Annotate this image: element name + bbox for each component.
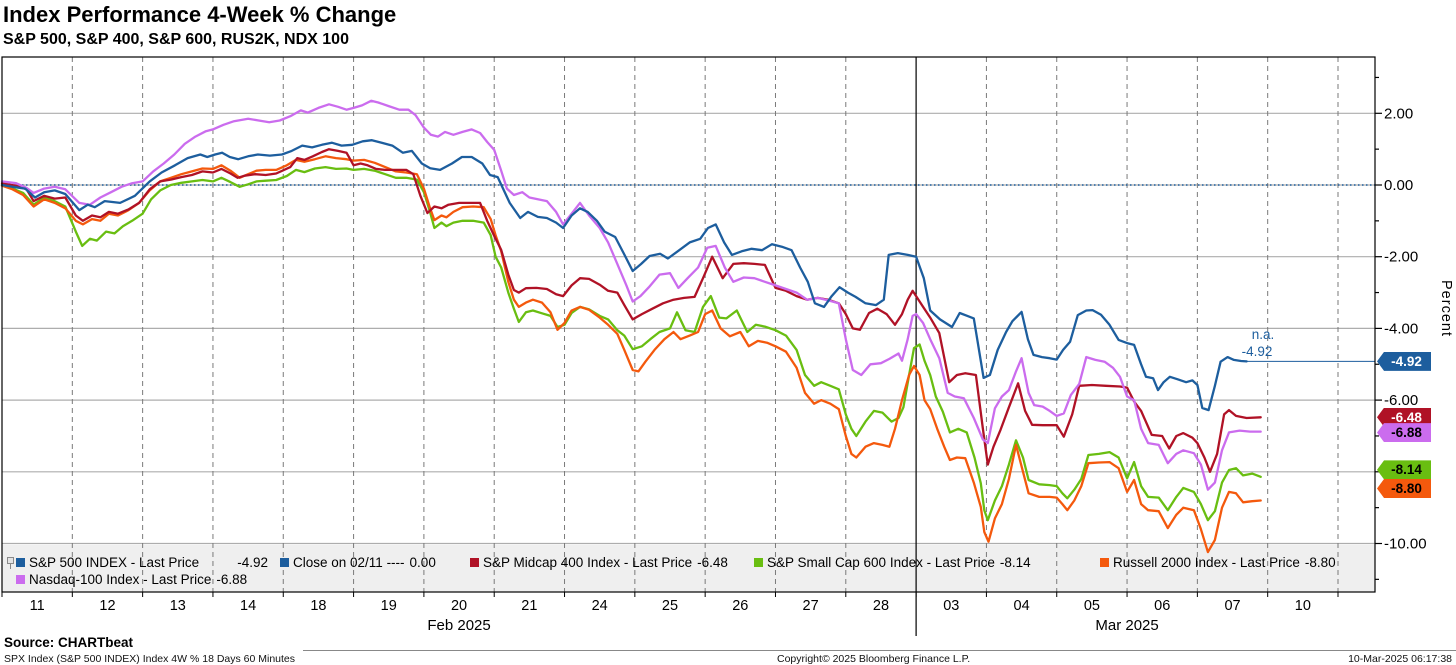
badge-value: -6.48 <box>1391 409 1422 425</box>
footer-divider <box>303 650 1456 651</box>
legend-label: Russell 2000 Index - Last Price <box>1113 555 1300 570</box>
x-tick-label: 26 <box>732 598 748 614</box>
plot-frame <box>1 56 1376 593</box>
legend-swatch <box>16 558 25 567</box>
last-price-badge--8.14: -8.14 <box>1377 460 1431 480</box>
x-tick-label: 20 <box>451 598 467 614</box>
legend-label: S&P Midcap 400 Index - Last Price <box>483 555 693 570</box>
legend-value: -6.48 <box>697 555 728 570</box>
last-price-badge--6.48: -6.48 <box>1377 407 1431 427</box>
series-line-s-p-500-index <box>0 139 1248 412</box>
series-line-s-p-midcap-400-index <box>0 148 1262 473</box>
legend-item-5[interactable]: Nasdaq-100 Index - Last Price -6.88 <box>16 572 247 587</box>
x-tick-label: 27 <box>803 598 819 614</box>
legend-label: S&P 500 INDEX - Last Price <box>29 555 200 570</box>
legend-item-3[interactable]: S&P Small Cap 600 Index - Last Price -8.1… <box>754 555 1031 570</box>
series-line-russell-2000-index <box>0 155 1262 554</box>
x-tick-label: 04 <box>1014 598 1030 614</box>
x-tick-label: 13 <box>170 598 186 614</box>
legend-value: 0.00 <box>409 555 436 570</box>
y-tick-label: 2.00 <box>1384 105 1413 122</box>
x-tick-label: 25 <box>662 598 678 614</box>
x-tick-label: 03 <box>943 598 959 614</box>
legend-label: Close on 02/11 ---- <box>293 555 405 570</box>
y-tick-label: -2.00 <box>1384 249 1418 266</box>
footer-timestamp: 10-Mar-2025 06:17:38 <box>1348 653 1452 665</box>
y-tick-label: -4.00 <box>1384 320 1418 337</box>
legend-item-1[interactable]: Close on 02/11 ---- 0.00 <box>280 555 436 570</box>
y-axis-label: Percent <box>1438 280 1454 337</box>
x-tick-label: 05 <box>1084 598 1100 614</box>
legend-value: -4.92 <box>237 555 268 570</box>
badge-value: -4.92 <box>1391 353 1422 369</box>
legend-swatch <box>470 558 479 567</box>
source-line: Source: CHARTbeat <box>4 635 134 650</box>
legend-swatch <box>16 575 25 584</box>
page-title: Index Performance 4-Week % Change <box>3 2 397 27</box>
month-label: Feb 2025 <box>427 617 490 634</box>
x-tick-label: 21 <box>521 598 537 614</box>
series-line-nasdaq-100-index <box>0 99 1262 491</box>
x-tick-label: 12 <box>99 598 115 614</box>
legend-label: Nasdaq-100 Index - Last Price <box>29 572 212 587</box>
x-tick-label: 24 <box>592 598 608 614</box>
x-tick-label: 11 <box>30 598 45 614</box>
page-subtitle: S&P 500, S&P 400, S&P 600, RUS2K, NDX 10… <box>3 31 349 48</box>
x-tick-label: 06 <box>1154 598 1170 614</box>
badge-value: -6.88 <box>1391 425 1422 441</box>
x-tick-label: 19 <box>381 598 397 614</box>
legend-value: -8.14 <box>999 555 1031 570</box>
legend-strip <box>2 545 1375 592</box>
month-label: Mar 2025 <box>1095 617 1158 634</box>
y-tick-label: -10.00 <box>1384 536 1427 553</box>
badge-value: -8.80 <box>1391 480 1422 496</box>
legend-item-0[interactable]: S&P 500 INDEX - Last Price -4.92 <box>16 555 268 570</box>
legend-swatch <box>754 558 763 567</box>
x-tick-label: 07 <box>1224 598 1240 614</box>
legend-label: S&P Small Cap 600 Index - Last Price <box>767 555 995 570</box>
x-tick-label: 18 <box>310 598 326 614</box>
last-price-annotation: -4.92 <box>1241 344 1273 359</box>
last-price-badge--6.88: -6.88 <box>1377 423 1431 443</box>
legend-item-2[interactable]: S&P Midcap 400 Index - Last Price -6.48 <box>470 555 728 570</box>
x-tick-label: 28 <box>873 598 889 614</box>
legend-value: -8.80 <box>1304 555 1336 570</box>
legend-swatch <box>1100 558 1109 567</box>
last-price-badge--8.80: -8.80 <box>1377 478 1431 498</box>
x-tick-label: 14 <box>240 598 256 614</box>
na-annotation: n.a. <box>1251 327 1275 342</box>
y-tick-label: 0.00 <box>1384 177 1413 194</box>
footer-copyright: Copyright© 2025 Bloomberg Finance L.P. <box>777 653 971 665</box>
last-price-badge--4.92: -4.92 <box>1377 351 1431 371</box>
legend-item-4[interactable]: Russell 2000 Index - Last Price -8.80 <box>1100 555 1336 570</box>
y-tick-label: -6.00 <box>1384 392 1418 409</box>
badge-value: -8.14 <box>1391 462 1422 478</box>
footer-security-info: SPX Index (S&P 500 INDEX) Index 4W % 18 … <box>4 653 296 665</box>
legend-swatch <box>280 558 289 567</box>
legend-value: -6.88 <box>216 572 248 587</box>
series-line-s-p-small-cap-600-index <box>0 165 1262 522</box>
x-tick-label: 10 <box>1295 598 1311 614</box>
